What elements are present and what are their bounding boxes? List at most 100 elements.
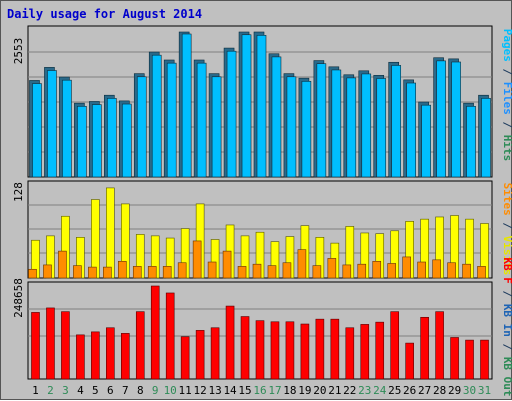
legend-label: Pages	[501, 29, 512, 62]
chart-title: Daily usage for August 2014	[7, 7, 202, 21]
sites-bar	[342, 264, 352, 279]
x-tick-label: 27	[418, 384, 431, 397]
hits-ytick-label: 2553	[12, 38, 25, 65]
visits-bar	[91, 199, 100, 279]
kb-bar	[435, 311, 444, 380]
pages-bar	[77, 106, 87, 178]
kb-bar	[480, 339, 489, 380]
legend-label: Visits	[501, 236, 512, 276]
kb-bar	[390, 311, 400, 380]
sites-bar	[43, 264, 52, 279]
x-tick-label: 13	[208, 384, 221, 397]
pages-bar	[391, 65, 402, 178]
pages-bar	[211, 76, 222, 178]
kb-bar	[210, 327, 220, 380]
pages-bar	[32, 83, 42, 178]
sites-bar	[417, 261, 426, 279]
pages-bar	[256, 35, 267, 178]
x-tick-label: 18	[283, 384, 296, 397]
sites-bar	[207, 261, 217, 279]
x-tick-label: 5	[92, 384, 99, 397]
legend-label: KB F	[501, 257, 512, 284]
sites-bar	[327, 258, 337, 279]
sites-bar	[477, 266, 486, 279]
sites-bar	[147, 266, 157, 279]
sites-bar	[432, 259, 441, 279]
visits-legend: Sites / Visits	[501, 183, 512, 276]
sites-bar	[237, 266, 247, 279]
sites-bar	[462, 263, 471, 279]
kb-bar	[135, 311, 145, 380]
x-tick-label: 25	[388, 384, 401, 397]
kb-panel	[27, 281, 493, 380]
legend-label: /	[501, 284, 512, 304]
sites-bar	[252, 263, 262, 279]
sites-bar	[132, 266, 142, 279]
x-tick-label: 20	[313, 384, 326, 397]
kb-legend: KB F / KB In / KB Out	[501, 257, 512, 396]
kb-bar	[375, 321, 385, 380]
x-tick-label: 10	[164, 384, 177, 397]
kb-bar	[180, 336, 190, 380]
x-tick-label: 6	[107, 384, 114, 397]
x-tick-label: 26	[403, 384, 416, 397]
pages-bar	[451, 61, 461, 178]
x-tick-label: 8	[137, 384, 144, 397]
pages-bar	[361, 73, 372, 178]
x-tick-label: 17	[268, 384, 281, 397]
sites-bar	[28, 268, 37, 279]
legend-label: Files	[501, 82, 512, 115]
pages-bar	[121, 103, 132, 178]
kb-bar	[270, 321, 280, 380]
legend-label: KB Out	[501, 357, 512, 397]
pages-bar	[166, 62, 177, 178]
kb-bar	[76, 334, 85, 380]
pages-bar	[376, 78, 387, 178]
kb-bar	[465, 339, 474, 380]
pages-bar	[301, 81, 312, 178]
x-tick-label: 16	[253, 384, 266, 397]
kb-bar	[330, 318, 340, 380]
visits-panel	[27, 180, 493, 279]
pages-bar	[436, 60, 446, 178]
sites-bar	[103, 266, 112, 279]
x-tick-label: 24	[373, 384, 387, 397]
legend-label: Hits	[501, 135, 512, 162]
kb-bar	[195, 330, 205, 380]
x-tick-label: 9	[152, 384, 159, 397]
kb-bar	[315, 318, 325, 380]
kb-bar	[240, 316, 250, 380]
sites-bar	[222, 250, 232, 279]
pages-bar	[107, 98, 117, 178]
x-tick-label: 12	[194, 384, 207, 397]
sites-bar	[267, 265, 277, 279]
sites-bar	[58, 250, 67, 279]
pages-bar	[406, 82, 416, 178]
x-tick-label: 1	[32, 384, 39, 397]
x-tick-label: 2	[47, 384, 54, 397]
legend-label: Sites	[501, 183, 512, 216]
legend-label: /	[501, 62, 512, 82]
pages-bar	[62, 79, 72, 178]
pages-bar	[271, 56, 282, 178]
kb-bar	[46, 307, 55, 380]
kb-bar	[225, 305, 235, 380]
sites-bar	[73, 265, 82, 279]
pages-bar	[346, 77, 357, 178]
pages-bar	[92, 104, 102, 178]
pages-bar	[466, 106, 476, 178]
pages-bar	[196, 62, 207, 178]
sites-bar	[117, 260, 127, 279]
kb-bar	[150, 285, 160, 380]
pages-bar	[151, 54, 162, 178]
kb-bar	[165, 292, 175, 380]
legend-label: /	[501, 115, 512, 135]
x-tick-label: 11	[179, 384, 192, 397]
x-tick-label: 22	[343, 384, 356, 397]
kb-bar	[420, 316, 429, 380]
pages-bar	[421, 104, 431, 178]
x-tick-label: 29	[448, 384, 461, 397]
kb-bar	[405, 342, 414, 380]
x-tick-label: 7	[122, 384, 129, 397]
x-tick-label: 3	[62, 384, 69, 397]
